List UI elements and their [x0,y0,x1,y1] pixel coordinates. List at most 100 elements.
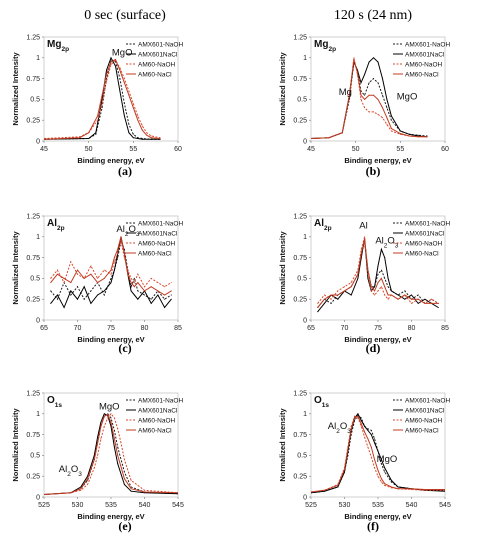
data-point [128,95,129,96]
legend-entry: AM60-NaCl [405,71,439,78]
data-point [131,278,132,279]
data-point [386,99,387,100]
annotation-text: Al [59,464,67,475]
data-point [97,295,98,296]
data-point [97,282,98,283]
data-point [137,299,138,300]
legend-entry: AM60-NaCl [138,250,172,257]
data-point [378,282,379,283]
x-tick-label: 525 [38,502,50,509]
data-point [374,290,375,291]
data-point [171,290,172,291]
data-point [361,95,362,96]
data-point [142,139,143,140]
x-tick-label: 65 [40,325,48,332]
data-point [351,282,352,283]
data-point [411,303,412,304]
data-point [100,438,101,439]
x-tick-label: 50 [352,146,360,153]
element-label: Mg2p [47,39,69,53]
data-point [157,282,158,283]
data-point [371,447,372,448]
data-point [171,282,172,283]
data-point [164,286,165,287]
data-point [373,57,374,58]
data-point [114,418,115,419]
data-point [134,295,135,296]
column-title-depth: 120 s (24 nm) [334,8,413,23]
panel-a: 00.250.50.7511.2545 50 55 60Binding energy,… [11,34,183,165]
data-point [171,295,172,296]
legend-entry: AM60-NaOH [138,417,176,424]
data-point [378,265,379,266]
data-point [438,307,439,308]
data-point [77,270,78,271]
data-point [70,290,71,291]
data-point [84,286,85,287]
data-point [142,130,143,131]
data-point [84,299,85,300]
data-point [131,488,132,489]
data-point [127,274,128,275]
data-point [124,103,125,104]
data-point [171,299,172,300]
annotation-subscript: 3 [136,230,140,237]
data-point [364,426,365,427]
element-orbital: 2p [328,46,336,53]
data-point [121,442,122,443]
data-point [351,428,352,429]
data-point [357,72,358,73]
data-point [378,82,379,83]
data-point [378,290,379,291]
data-point [398,488,399,489]
data-point [328,137,329,138]
data-point [388,295,389,296]
data-point [371,290,372,291]
data-point [337,485,338,486]
x-tick-label: 80 [141,325,149,332]
annotation-text: O [387,235,394,246]
data-point [124,253,125,254]
data-point [134,282,135,283]
y-tick-label: 1.25 [26,213,40,220]
data-point [151,303,152,304]
data-point [342,132,343,133]
annotation-text: O [128,224,135,235]
data-point [398,487,399,488]
peak-annotation: MgO [112,47,133,58]
data-point [84,278,85,279]
legend-entry: AMX601NaCl [405,230,445,237]
data-point [64,278,65,279]
data-point [344,286,345,287]
data-point [324,491,325,492]
data-point [97,455,98,456]
data-point [104,416,105,417]
data-point [445,491,446,492]
data-point [131,491,132,492]
y-tick-label: 0.25 [26,297,40,304]
data-point [95,134,96,135]
element-label: Al2p [47,218,65,232]
data-point [104,413,105,414]
legend-entry: AMX601-NaOH [138,41,183,48]
data-point [418,295,419,296]
y-tick-label: 0.5 [30,453,40,460]
x-tick-label: 530 [72,502,84,509]
data-point [77,299,78,300]
legend-entry: AM60-NaOH [405,240,443,247]
data-point [151,139,152,140]
data-point [331,299,332,300]
data-point [382,107,383,108]
data-point [384,467,385,468]
data-point [137,116,138,117]
data-point [146,132,147,133]
data-point [324,299,325,300]
legend-entry: AM60-NaOH [138,240,176,247]
panel-label-b: (b) [366,164,381,178]
data-point [391,482,392,483]
data-point [400,131,401,132]
data-point [90,303,91,304]
y-tick-label: 1 [36,411,40,418]
data-point [111,274,112,275]
data-point [94,467,95,468]
